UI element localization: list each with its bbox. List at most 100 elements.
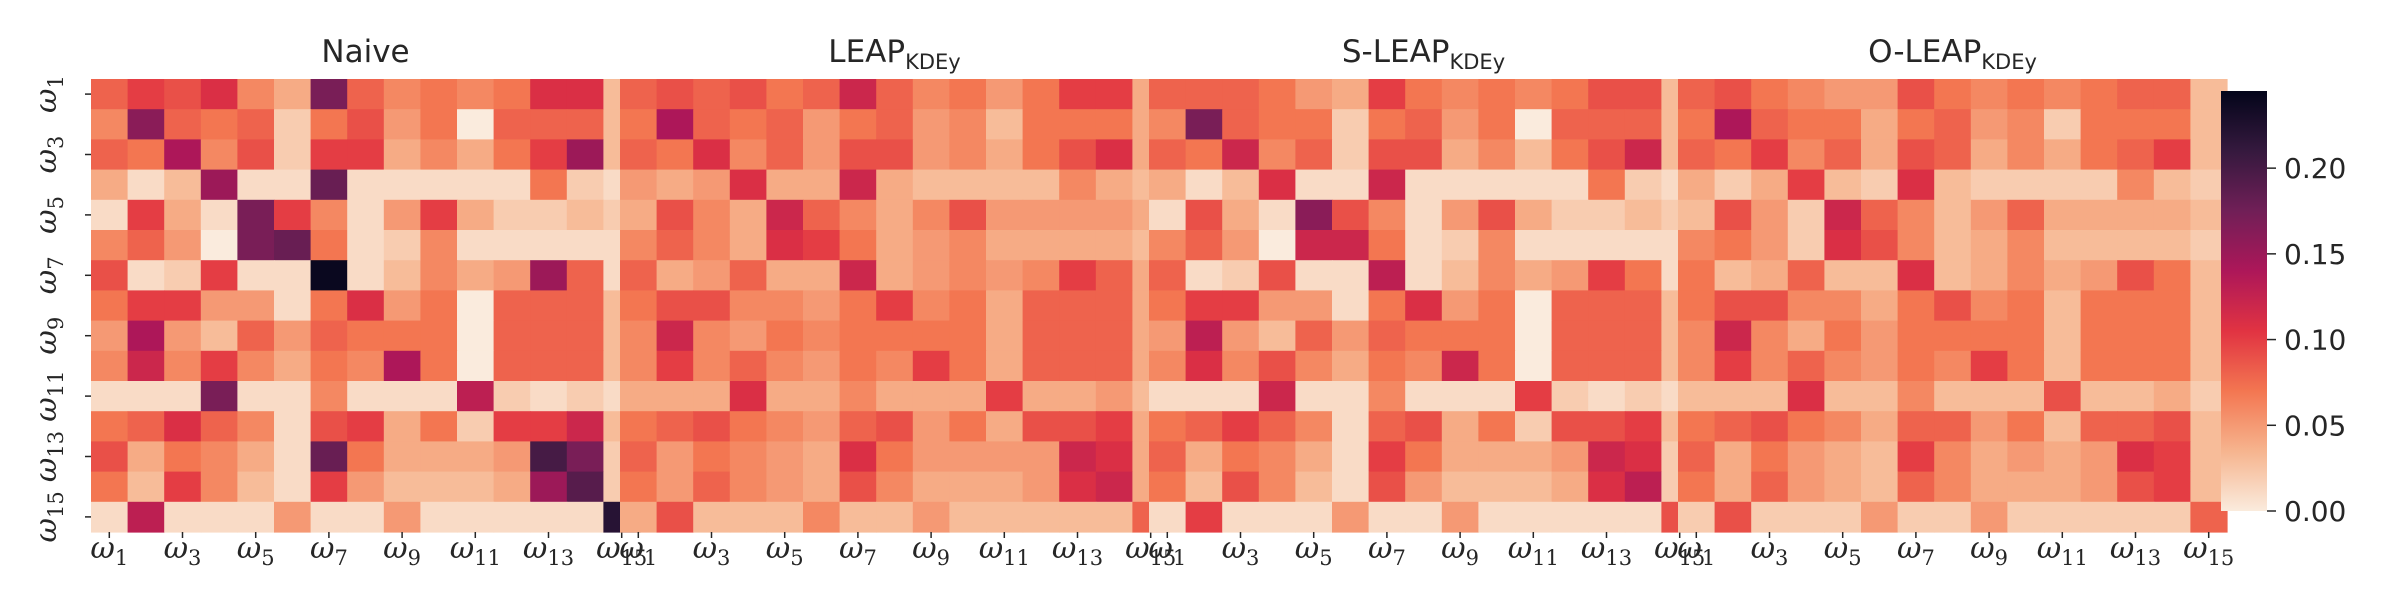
heatmap-cell bbox=[1751, 79, 1789, 110]
panel-title: O-LEAPKDEy bbox=[1868, 34, 2037, 74]
heatmap-cell bbox=[457, 471, 495, 503]
heatmap-cell bbox=[1332, 381, 1370, 412]
heatmap-cell bbox=[566, 471, 604, 503]
heatmap-cell bbox=[1861, 169, 1899, 201]
heatmap-cell bbox=[1332, 501, 1370, 533]
heatmap-cell bbox=[1405, 471, 1443, 503]
heatmap-cell bbox=[1678, 381, 1716, 412]
heatmap-cell bbox=[729, 350, 767, 382]
heatmap-cell bbox=[839, 169, 877, 201]
heatmap-cell bbox=[310, 350, 348, 382]
heatmap-cell bbox=[1624, 230, 1662, 261]
heatmap-cell bbox=[164, 471, 202, 503]
heatmap-cell bbox=[2153, 381, 2191, 412]
heatmap-cell bbox=[949, 109, 987, 140]
y-tick-label: ω15 bbox=[29, 491, 68, 542]
heatmap-cell bbox=[1751, 230, 1789, 261]
heatmap-cell bbox=[1441, 381, 1479, 412]
heatmap-cell bbox=[1095, 381, 1133, 412]
heatmap-cell bbox=[1149, 501, 1187, 533]
heatmap-cell bbox=[986, 199, 1024, 231]
heatmap-cell bbox=[1824, 290, 1862, 322]
heatmap-cell bbox=[1787, 441, 1825, 473]
heatmap-cell bbox=[1185, 290, 1223, 322]
heatmap-cell bbox=[1478, 260, 1516, 291]
heatmap-cell bbox=[530, 290, 568, 322]
heatmap-cell bbox=[1059, 169, 1097, 201]
heatmap-cell bbox=[1588, 109, 1626, 140]
heatmap-cell bbox=[1185, 320, 1223, 352]
y-tick-label: ω7 bbox=[29, 256, 68, 294]
heatmap-cell bbox=[1149, 441, 1187, 473]
heatmap-cell bbox=[1551, 501, 1589, 533]
heatmap-cell bbox=[1934, 139, 1972, 171]
heatmap-cell bbox=[2153, 411, 2191, 442]
x-tick-label: ω5 bbox=[1824, 531, 1862, 570]
heatmap-cell bbox=[1149, 230, 1187, 261]
heatmap-cell bbox=[1861, 79, 1899, 110]
heatmap-cell bbox=[1149, 109, 1187, 140]
heatmap-cell bbox=[237, 230, 275, 261]
heatmap-cell bbox=[1751, 260, 1789, 291]
heatmap-cell bbox=[1678, 471, 1716, 503]
heatmap-cell bbox=[91, 441, 129, 473]
heatmap-cell bbox=[2117, 350, 2155, 382]
heatmap-cell bbox=[876, 501, 914, 533]
heatmap-cell bbox=[839, 350, 877, 382]
heatmap-cell bbox=[1295, 79, 1333, 110]
heatmap-cell bbox=[493, 139, 531, 171]
heatmap-cell bbox=[383, 501, 421, 533]
heatmap-cell bbox=[1332, 109, 1370, 140]
heatmap-cell bbox=[1551, 169, 1589, 201]
heatmap-cell bbox=[420, 109, 458, 140]
heatmap-cell bbox=[1478, 79, 1516, 110]
heatmap-cell bbox=[1405, 109, 1443, 140]
heatmap-cell bbox=[620, 139, 658, 171]
heatmap-cell bbox=[347, 139, 385, 171]
heatmap-cell bbox=[1441, 290, 1479, 322]
heatmap-cell bbox=[1059, 230, 1097, 261]
heatmap-cell bbox=[1222, 350, 1260, 382]
heatmap-cell bbox=[237, 139, 275, 171]
heatmap-cell bbox=[949, 411, 987, 442]
heatmap-cell bbox=[1441, 199, 1479, 231]
heatmap-cell bbox=[530, 79, 568, 110]
heatmap-cell bbox=[200, 320, 238, 352]
heatmap-cell bbox=[620, 290, 658, 322]
heatmap-cell bbox=[1934, 230, 1972, 261]
heatmap-cell bbox=[1934, 381, 1972, 412]
heatmap-cell bbox=[986, 381, 1024, 412]
heatmap-cell bbox=[1368, 290, 1406, 322]
heatmap-cell bbox=[1751, 411, 1789, 442]
heatmap-cell bbox=[1861, 260, 1899, 291]
heatmap-cell bbox=[839, 139, 877, 171]
heatmap-cell bbox=[1368, 471, 1406, 503]
heatmap-cell bbox=[2080, 381, 2118, 412]
heatmap-cell bbox=[1441, 471, 1479, 503]
heatmap-cell bbox=[2080, 79, 2118, 110]
heatmap-cell bbox=[566, 230, 604, 261]
heatmap-cell bbox=[1515, 199, 1553, 231]
heatmap-cell bbox=[803, 441, 841, 473]
colorbar-tick-label: 0.15 bbox=[2284, 238, 2346, 271]
heatmap-cell bbox=[2117, 411, 2155, 442]
heatmap-cell bbox=[1222, 381, 1260, 412]
heatmap-cell bbox=[693, 411, 731, 442]
heatmap-cell bbox=[1185, 199, 1223, 231]
heatmap-cell bbox=[1405, 350, 1443, 382]
heatmap-cell bbox=[912, 381, 950, 412]
heatmap-cell bbox=[1258, 199, 1296, 231]
heatmap-cell bbox=[127, 79, 165, 110]
heatmap-cell bbox=[1295, 411, 1333, 442]
heatmap-cell bbox=[274, 169, 312, 201]
heatmap-cell bbox=[1222, 501, 1260, 533]
heatmap-cell bbox=[912, 199, 950, 231]
heatmap-cell bbox=[1861, 320, 1899, 352]
heatmap-cell bbox=[656, 350, 694, 382]
heatmap-cell bbox=[876, 411, 914, 442]
heatmap-cell bbox=[1970, 230, 2008, 261]
heatmap-cell bbox=[493, 350, 531, 382]
heatmap-cell bbox=[1149, 260, 1187, 291]
heatmap-cell bbox=[839, 411, 877, 442]
heatmap-cell bbox=[1551, 471, 1589, 503]
